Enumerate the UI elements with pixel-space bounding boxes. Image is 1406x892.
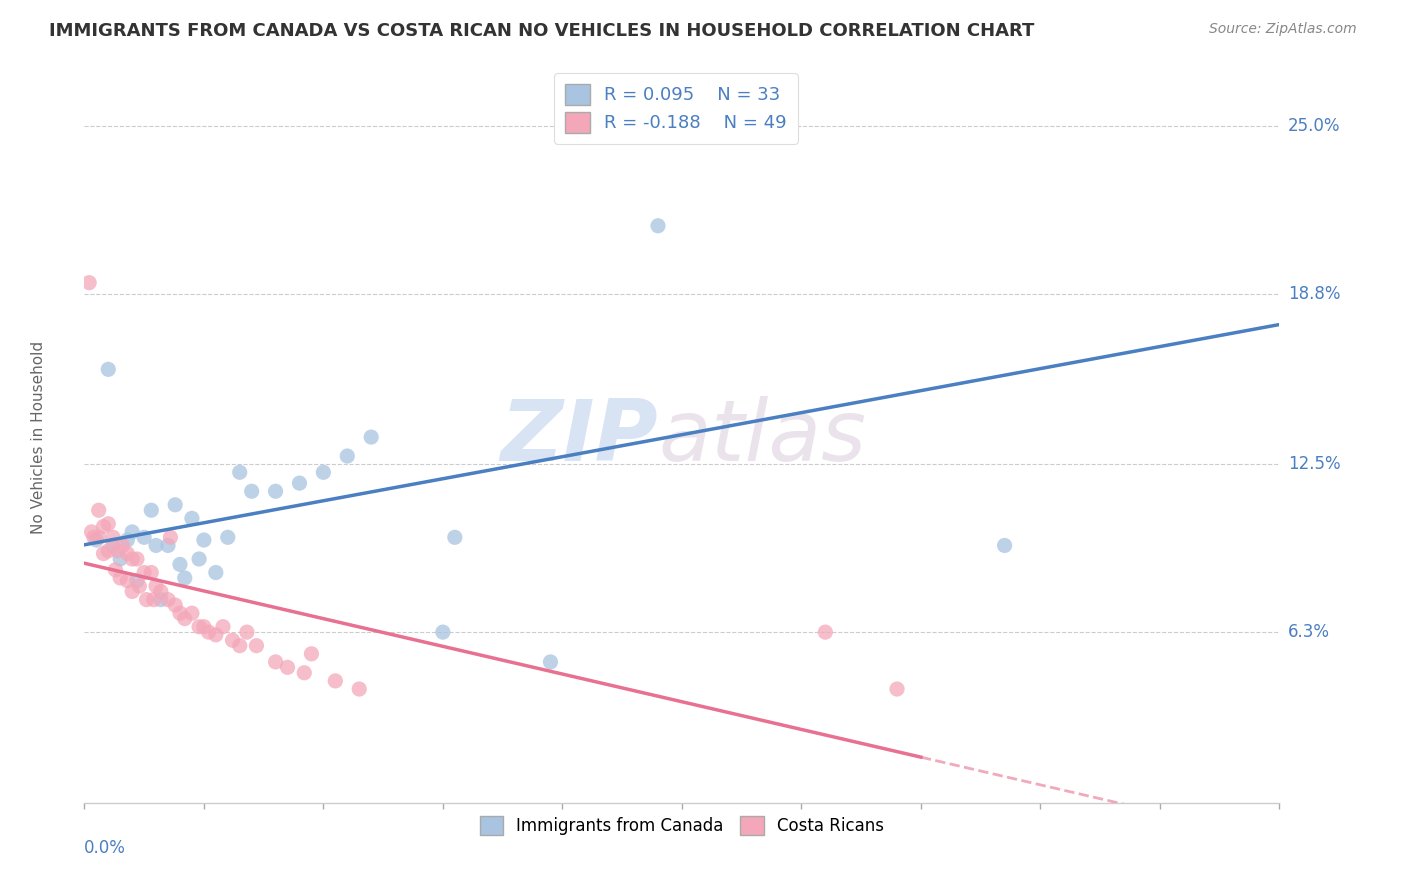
- Point: [229, 639, 252, 653]
- Point: [141, 566, 163, 580]
- Point: [193, 620, 215, 634]
- Point: [128, 579, 150, 593]
- Point: [142, 592, 165, 607]
- Point: [181, 606, 204, 620]
- Point: [110, 552, 132, 566]
- Point: [292, 665, 315, 680]
- Point: [165, 598, 187, 612]
- Point: [117, 574, 139, 588]
- Point: [111, 538, 134, 552]
- Point: [121, 552, 143, 566]
- Point: [212, 620, 235, 634]
- Point: [994, 538, 1017, 552]
- Point: [125, 574, 148, 588]
- Point: [110, 571, 132, 585]
- Point: [188, 620, 211, 634]
- Point: [349, 681, 371, 696]
- Point: [886, 681, 908, 696]
- Text: 25.0%: 25.0%: [1288, 117, 1340, 135]
- Point: [193, 533, 215, 547]
- Text: 6.3%: 6.3%: [1288, 624, 1330, 641]
- Point: [97, 362, 120, 376]
- Text: No Vehicles in Household: No Vehicles in Household: [31, 341, 46, 533]
- Point: [444, 530, 467, 544]
- Point: [301, 647, 323, 661]
- Point: [197, 625, 219, 640]
- Point: [157, 592, 180, 607]
- Point: [145, 538, 167, 552]
- Point: [312, 465, 335, 479]
- Point: [157, 538, 180, 552]
- Point: [149, 592, 172, 607]
- Point: [814, 625, 837, 640]
- Point: [145, 579, 167, 593]
- Text: 18.8%: 18.8%: [1288, 285, 1340, 302]
- Point: [647, 219, 669, 233]
- Point: [80, 524, 103, 539]
- Point: [135, 592, 157, 607]
- Point: [188, 552, 211, 566]
- Point: [169, 558, 191, 572]
- Point: [87, 530, 110, 544]
- Text: 0.0%: 0.0%: [84, 839, 127, 857]
- Point: [86, 533, 108, 547]
- Point: [671, 124, 693, 138]
- Text: IMMIGRANTS FROM CANADA VS COSTA RICAN NO VEHICLES IN HOUSEHOLD CORRELATION CHART: IMMIGRANTS FROM CANADA VS COSTA RICAN NO…: [49, 22, 1035, 40]
- Point: [288, 476, 311, 491]
- Point: [87, 503, 110, 517]
- Point: [159, 530, 181, 544]
- Point: [121, 584, 143, 599]
- Text: Source: ZipAtlas.com: Source: ZipAtlas.com: [1209, 22, 1357, 37]
- Point: [132, 530, 156, 544]
- Legend: Immigrants from Canada, Costa Ricans: Immigrants from Canada, Costa Ricans: [472, 809, 891, 842]
- Point: [205, 566, 228, 580]
- Point: [245, 639, 267, 653]
- Text: 12.5%: 12.5%: [1288, 455, 1340, 473]
- Point: [101, 530, 124, 544]
- Point: [97, 516, 120, 531]
- Point: [141, 503, 163, 517]
- Point: [121, 524, 143, 539]
- Point: [93, 519, 115, 533]
- Point: [217, 530, 239, 544]
- Point: [325, 673, 347, 688]
- Point: [173, 571, 195, 585]
- Point: [236, 625, 259, 640]
- Point: [117, 547, 139, 561]
- Point: [173, 611, 195, 625]
- Point: [205, 628, 228, 642]
- Point: [125, 552, 148, 566]
- Point: [77, 276, 100, 290]
- Point: [117, 533, 139, 547]
- Point: [83, 530, 105, 544]
- Point: [132, 566, 156, 580]
- Point: [107, 544, 129, 558]
- Point: [104, 563, 127, 577]
- Point: [240, 484, 263, 499]
- Point: [432, 625, 454, 640]
- Point: [540, 655, 562, 669]
- Point: [149, 584, 172, 599]
- Point: [97, 544, 120, 558]
- Point: [229, 465, 252, 479]
- Point: [181, 511, 204, 525]
- Point: [264, 655, 287, 669]
- Point: [93, 547, 115, 561]
- Point: [360, 430, 382, 444]
- Point: [101, 538, 124, 552]
- Point: [277, 660, 299, 674]
- Point: [336, 449, 359, 463]
- Point: [221, 633, 243, 648]
- Point: [169, 606, 191, 620]
- Text: atlas: atlas: [658, 395, 866, 479]
- Point: [264, 484, 287, 499]
- Text: ZIP: ZIP: [501, 395, 658, 479]
- Point: [165, 498, 187, 512]
